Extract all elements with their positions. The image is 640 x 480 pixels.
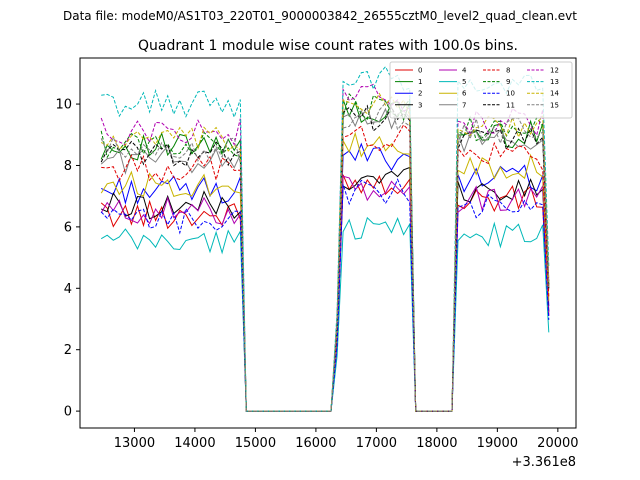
legend-label-9: 9 bbox=[506, 78, 510, 86]
legend-label-5: 5 bbox=[462, 78, 466, 86]
series-line-11 bbox=[100, 104, 550, 412]
y-tick-label: 0 bbox=[64, 405, 72, 420]
x-tick-label: 17000 bbox=[356, 436, 397, 451]
series-line-10 bbox=[100, 178, 550, 412]
x-tick-label: 14000 bbox=[174, 436, 215, 451]
legend-label-14: 14 bbox=[550, 90, 559, 98]
legend-label-11: 11 bbox=[506, 101, 515, 109]
series-line-15 bbox=[100, 102, 550, 412]
legend-label-3: 3 bbox=[418, 101, 422, 109]
legend-label-10: 10 bbox=[506, 90, 515, 98]
legend-label-8: 8 bbox=[506, 67, 510, 75]
axes-frame bbox=[79, 57, 577, 429]
x-tick-label: 18000 bbox=[416, 436, 457, 451]
x-axis-ticks: 13000 14000 15000 16000 17000 18000 19000 20000 bbox=[114, 428, 579, 451]
y-tick-label: 2 bbox=[64, 343, 72, 358]
x-tick-label: 15000 bbox=[235, 436, 276, 451]
series-line-8 bbox=[101, 124, 550, 412]
x-tick-label: 20000 bbox=[537, 436, 578, 451]
chart-suptitle: Data file: modeM0/AS1T03_220T01_90000038… bbox=[63, 9, 577, 23]
legend-label-13: 13 bbox=[550, 78, 559, 86]
y-axis-ticks: 0 2 4 6 8 10 bbox=[55, 98, 80, 420]
legend-label-4: 4 bbox=[462, 67, 467, 75]
plot-area bbox=[80, 58, 576, 428]
legend-label-1: 1 bbox=[418, 78, 422, 86]
y-tick-label: 8 bbox=[64, 159, 72, 174]
legend-label-0: 0 bbox=[418, 67, 422, 75]
legend-label-6: 6 bbox=[462, 90, 467, 98]
legend-label-7: 7 bbox=[462, 101, 466, 109]
chart-title: Quadrant 1 module wise count rates with … bbox=[138, 38, 518, 54]
y-tick-label: 4 bbox=[64, 282, 72, 297]
x-tick-label: 16000 bbox=[295, 436, 336, 451]
y-tick-label: 6 bbox=[64, 220, 72, 235]
x-tick-label: 13000 bbox=[114, 436, 155, 451]
x-tick-label: 19000 bbox=[477, 436, 518, 451]
legend-label-15: 15 bbox=[550, 101, 559, 109]
legend-box bbox=[389, 61, 573, 119]
legend-label-2: 2 bbox=[418, 90, 422, 98]
y-tick-label: 10 bbox=[55, 98, 72, 113]
legend-label-12: 12 bbox=[550, 67, 559, 75]
x-offset-label: +3.361e8 bbox=[512, 455, 576, 470]
